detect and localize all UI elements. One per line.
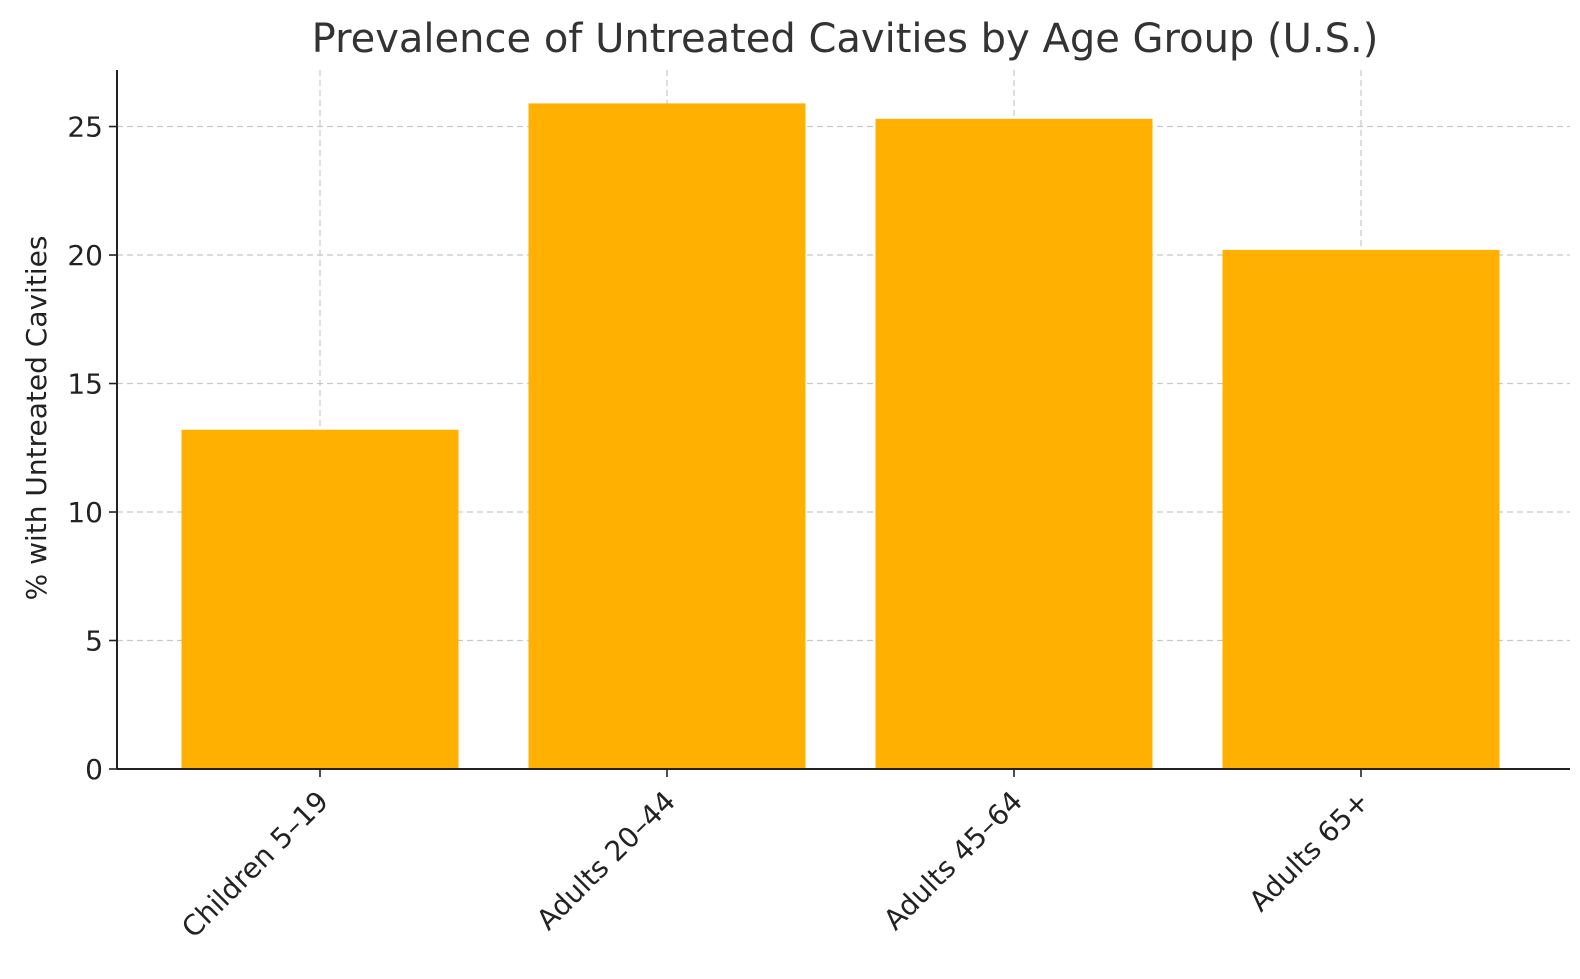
bar bbox=[875, 118, 1153, 769]
y-axis-label: % with Untreated Cavities bbox=[20, 236, 53, 601]
bar bbox=[181, 429, 459, 769]
x-gridlines bbox=[319, 70, 1362, 769]
y-tick-label: 10 bbox=[67, 496, 103, 529]
y-tick-label: 15 bbox=[67, 368, 103, 401]
y-tick-label: 0 bbox=[85, 753, 103, 786]
x-tick-label: Adults 20–44 bbox=[530, 785, 682, 937]
x-tick-label: Children 5–19 bbox=[175, 785, 335, 945]
y-tick-label: 5 bbox=[85, 625, 103, 658]
bar bbox=[1222, 249, 1500, 769]
bar bbox=[528, 103, 806, 770]
axes bbox=[116, 70, 1570, 770]
x-tick-label: Adults 45–64 bbox=[877, 785, 1029, 937]
x-tick-label: Adults 65+ bbox=[1243, 785, 1376, 918]
y-tick-label: 20 bbox=[67, 239, 103, 272]
y-ticks: 0 5 10 15 20 25 bbox=[67, 111, 117, 786]
y-tick-label: 25 bbox=[67, 111, 103, 144]
x-ticks: Children 5–19 Adults 20–44 Adults 45–64 Adu… bbox=[175, 769, 1376, 944]
bars bbox=[181, 103, 1500, 770]
chart-title: Prevalence of Untreated Cavities by Age … bbox=[312, 16, 1379, 62]
